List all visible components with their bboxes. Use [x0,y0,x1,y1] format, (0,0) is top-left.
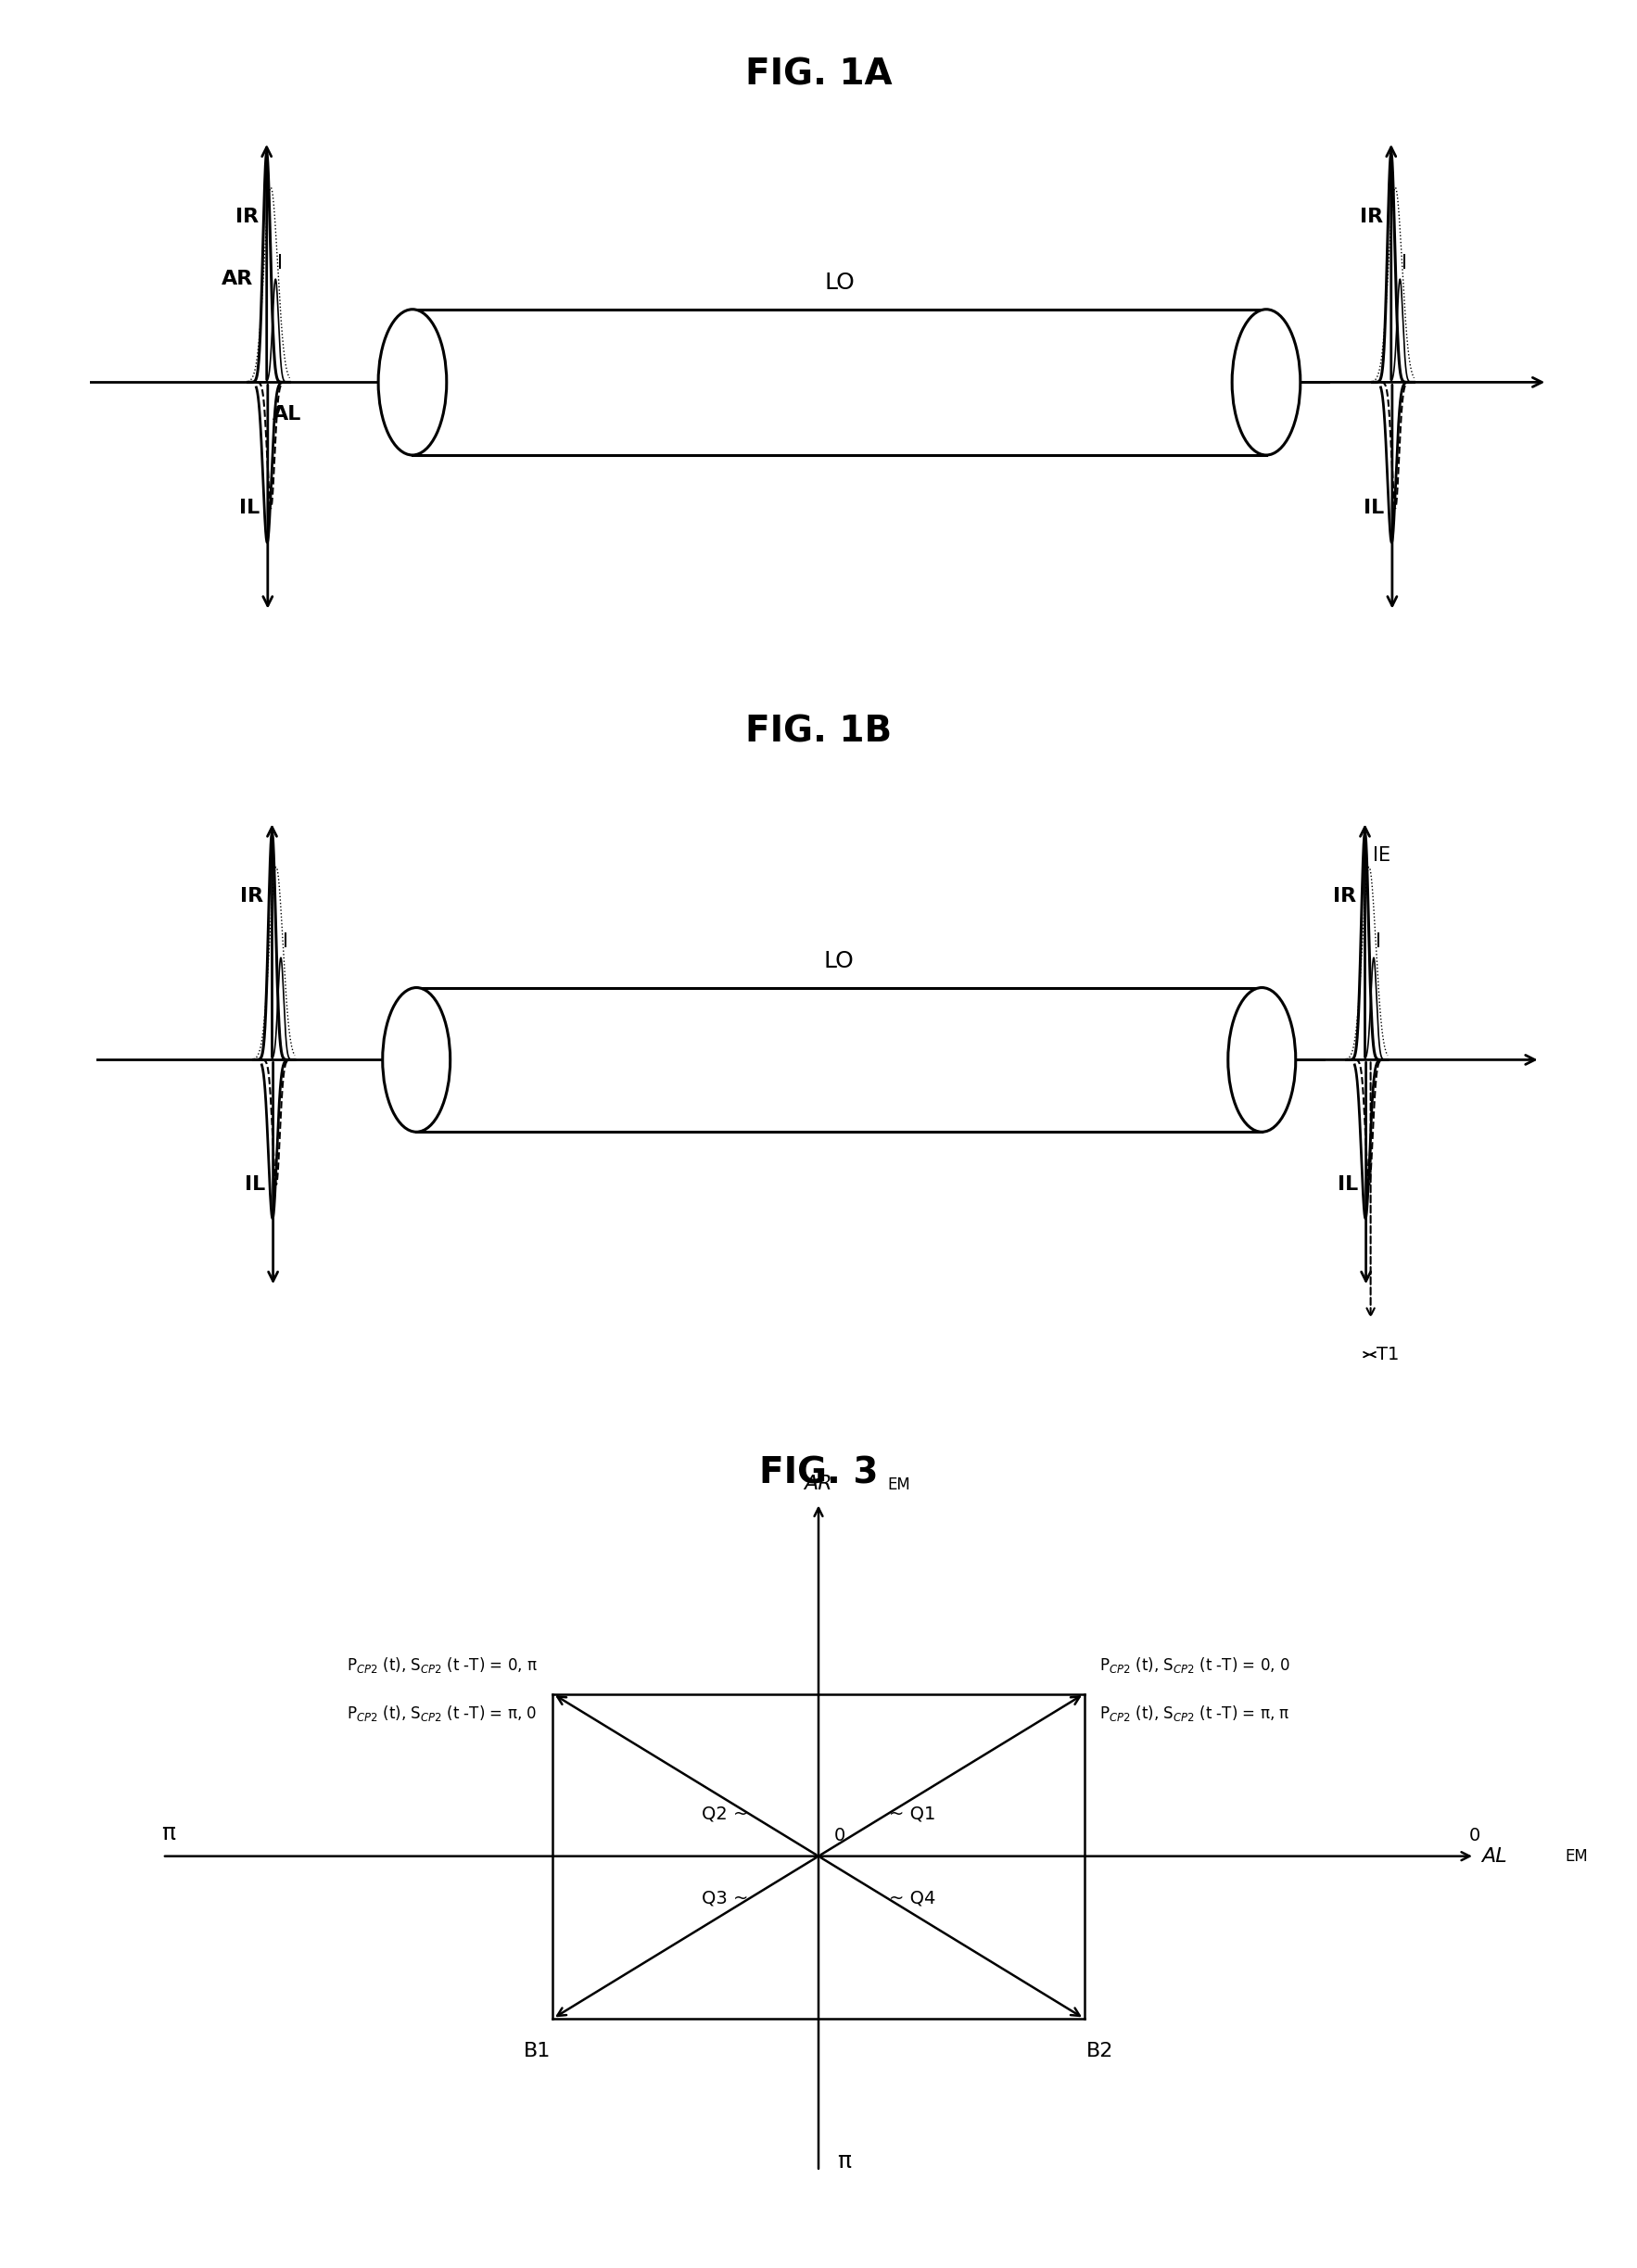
Ellipse shape [383,987,450,1132]
Ellipse shape [378,308,447,456]
Text: FIG. 1A: FIG. 1A [745,57,892,93]
Text: P$_{CP2}$ (t), S$_{CP2}$ (t -T) = 0, 0: P$_{CP2}$ (t), S$_{CP2}$ (t -T) = 0, 0 [1100,1656,1290,1674]
Text: I: I [277,254,283,272]
Text: IR: IR [236,209,259,227]
Text: P$_{CP2}$ (t), S$_{CP2}$ (t -T) = π, 0: P$_{CP2}$ (t), S$_{CP2}$ (t -T) = π, 0 [347,1703,537,1724]
Text: B1: B1 [524,2041,550,2059]
Text: I: I [282,932,288,950]
Text: AR: AR [804,1474,833,1492]
Text: IL: IL [1337,1175,1359,1193]
Text: FIG. 3: FIG. 3 [760,1456,877,1492]
Text: T1: T1 [1377,1345,1400,1363]
Ellipse shape [1233,308,1300,456]
Text: Q2 ~: Q2 ~ [701,1805,748,1823]
Text: P$_{CP2}$ (t), S$_{CP2}$ (t -T) = π, π: P$_{CP2}$ (t), S$_{CP2}$ (t -T) = π, π [1100,1703,1290,1724]
Text: LO: LO [823,950,855,973]
Text: P$_{CP2}$ (t), S$_{CP2}$ (t -T) = 0, π: P$_{CP2}$ (t), S$_{CP2}$ (t -T) = 0, π [347,1656,537,1674]
Text: π: π [162,1823,175,1844]
Text: ~ Q1: ~ Q1 [889,1805,936,1823]
Text: FIG. 1B: FIG. 1B [745,714,892,751]
Text: IE: IE [1373,846,1391,864]
Text: Q3 ~: Q3 ~ [701,1889,748,1907]
Text: π: π [837,2150,851,2173]
Text: ~ Q4: ~ Q4 [889,1889,936,1907]
Text: 0: 0 [1468,1828,1480,1844]
Text: EM: EM [1565,1848,1588,1864]
Text: I: I [1375,932,1382,950]
Ellipse shape [1228,987,1295,1132]
Text: B2: B2 [1087,2041,1113,2059]
Text: I: I [1401,254,1408,272]
Text: AL: AL [272,406,301,424]
Text: LO: LO [823,272,855,295]
Text: IL: IL [239,499,260,517]
Text: IR: IR [1334,887,1357,905]
Text: EM: EM [887,1476,910,1492]
Text: AR: AR [221,270,254,288]
Text: AL: AL [1481,1846,1506,1867]
Text: 0: 0 [835,1828,845,1844]
Text: IR: IR [241,887,264,905]
Text: IL: IL [244,1175,265,1193]
Text: IR: IR [1359,209,1383,227]
Text: IL: IL [1364,499,1385,517]
